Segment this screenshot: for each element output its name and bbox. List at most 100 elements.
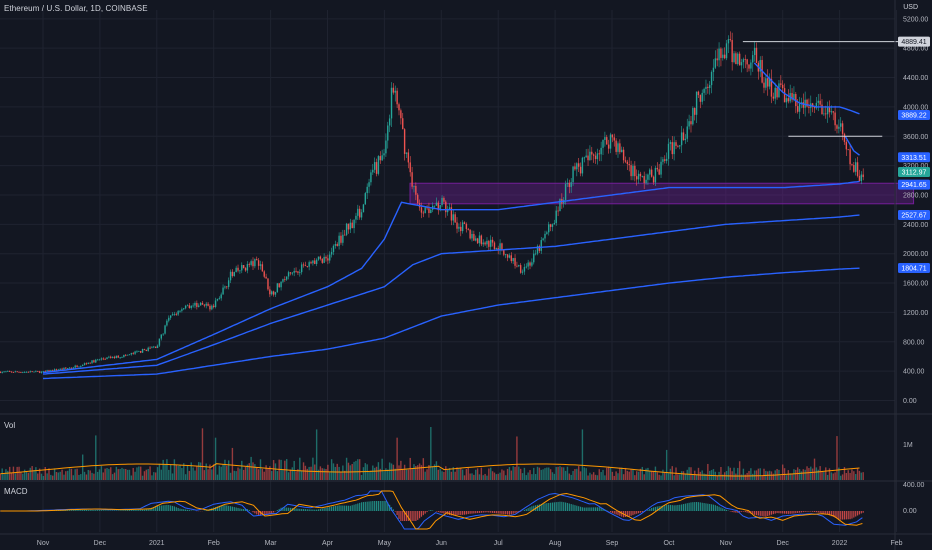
volume-bar xyxy=(190,462,192,480)
candle-body xyxy=(611,134,614,138)
volume-bar xyxy=(538,467,541,480)
volume-bar xyxy=(20,472,22,480)
volume-bar xyxy=(166,459,168,480)
volume-bar xyxy=(300,470,303,480)
candle-body xyxy=(785,98,788,103)
price-axis[interactable]: 5200.00 4800.00 4400.00 4000.00 3600.00 3200.… xyxy=(903,16,928,515)
volume-bar xyxy=(231,447,234,480)
candle-body xyxy=(735,53,737,65)
volume-bar xyxy=(491,471,494,480)
candle-body xyxy=(699,95,702,102)
macd-hist-bar xyxy=(104,510,106,511)
volume-bar xyxy=(357,459,359,480)
price-badge xyxy=(898,209,930,220)
volume-bar xyxy=(564,470,567,480)
macd-hist-bar xyxy=(853,511,855,518)
macd-hist-bar xyxy=(456,511,458,516)
macd-hist-bar xyxy=(128,510,131,511)
macd-hist-bar xyxy=(656,506,658,511)
price-tick-label: 4400.00 xyxy=(903,75,928,82)
volume-bar xyxy=(712,469,715,480)
volume-bar xyxy=(289,469,292,480)
volume-bar xyxy=(602,469,604,480)
candle-body xyxy=(746,59,748,65)
volume-bar xyxy=(471,473,473,480)
macd-hist-bar xyxy=(783,511,786,514)
time-axis[interactable]: Nov Dec 2021 Feb Mar Apr May Jun Jul Aug Sep Oct Nov… xyxy=(37,540,903,547)
macd-hist-bar xyxy=(347,505,350,511)
macd-hist-bar xyxy=(647,510,649,511)
volume-bar xyxy=(677,474,679,480)
macd-hist-bar xyxy=(856,511,859,516)
candle-body xyxy=(108,356,110,358)
volume-bar xyxy=(630,469,632,480)
macd-hist-bar xyxy=(113,510,116,511)
volume-bar xyxy=(493,472,496,480)
axis-currency-label[interactable]: USD xyxy=(903,4,918,11)
macd-hist-bar xyxy=(297,508,299,511)
volume-bar xyxy=(628,471,630,480)
macd-hist-bar xyxy=(718,506,720,511)
volume-bar xyxy=(795,469,797,480)
macd-hist-bar xyxy=(724,509,726,511)
macd-hist-bar xyxy=(651,507,653,511)
volume-bar xyxy=(235,471,237,480)
candle-body xyxy=(454,214,456,223)
candle-body xyxy=(344,234,346,236)
candle-body xyxy=(278,283,280,288)
candle-body xyxy=(80,366,82,367)
volume-bar xyxy=(237,467,239,480)
candle-body xyxy=(338,235,340,246)
candle-body xyxy=(542,238,544,241)
candle-body xyxy=(634,165,636,177)
candle-body xyxy=(585,155,587,158)
macd-hist-bar xyxy=(740,511,743,512)
volume-bar xyxy=(366,464,368,480)
volume-bar xyxy=(617,473,619,480)
macd-hist-bar xyxy=(503,511,505,515)
volume-bar xyxy=(656,472,658,480)
volume-bar xyxy=(242,469,245,480)
macd-hist-bar xyxy=(722,508,724,511)
volume-bar xyxy=(626,470,629,480)
candle-body xyxy=(295,270,297,272)
volume-bar xyxy=(544,468,546,480)
time-tick-label: Nov xyxy=(37,540,50,547)
volume-bar xyxy=(370,470,372,480)
volume-bar xyxy=(501,469,503,480)
candle-body xyxy=(555,210,557,223)
macd-hist-bar xyxy=(649,508,651,511)
candle-body xyxy=(119,357,121,359)
candle-body xyxy=(347,223,350,230)
volume-bar xyxy=(688,467,690,480)
volume-bar xyxy=(553,473,556,480)
candle-body xyxy=(265,276,267,279)
macd-hist-bar xyxy=(858,511,861,515)
macd-hist-bar xyxy=(359,502,361,511)
macd-hist-bar xyxy=(272,511,275,513)
macd-hist-bar xyxy=(621,511,623,517)
candle-body xyxy=(718,48,720,61)
volume-bar xyxy=(175,464,177,480)
candle-body xyxy=(853,165,855,172)
volume-bar xyxy=(589,472,591,480)
candle-body xyxy=(375,162,378,174)
candle-body xyxy=(849,149,851,165)
candle-body xyxy=(394,90,396,93)
candle-body xyxy=(115,355,118,358)
macd-hist-bar xyxy=(68,510,71,511)
candle-body xyxy=(254,259,256,267)
candle-body xyxy=(501,243,503,251)
macd-hist-bar xyxy=(243,508,245,511)
candle-body xyxy=(377,156,380,174)
macd-hist-bar xyxy=(229,506,232,511)
candle-body xyxy=(244,268,247,271)
volume-bar xyxy=(780,475,782,480)
volume-bar xyxy=(860,472,863,480)
volume-bar xyxy=(87,469,89,480)
candle-body xyxy=(493,242,496,249)
candle-body xyxy=(709,85,711,88)
candle-body xyxy=(579,166,582,174)
volume-bar xyxy=(800,471,803,480)
